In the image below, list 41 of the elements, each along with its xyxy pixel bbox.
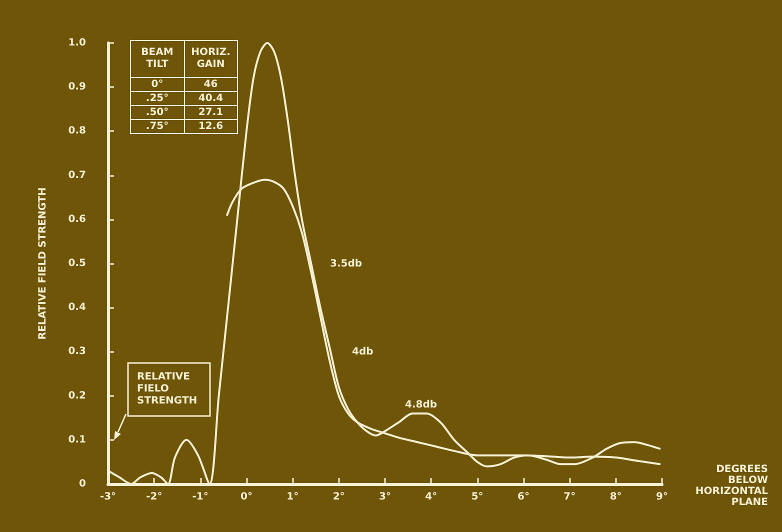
x-tick-label: 5° (471, 492, 484, 502)
x-tick-label: -1° (192, 492, 208, 502)
x-tick-label: 9° (656, 492, 668, 502)
annotation: 40.4 (184, 92, 238, 106)
y-tick-label: 0.9 (68, 82, 86, 93)
line-series (107, 42, 661, 485)
x-tick-label: 3° (379, 492, 391, 502)
annotation: RELATIVE FIELO STRENGTH (137, 372, 198, 406)
y-axis-title: RELATIVE FIELD STRENGTH (38, 187, 48, 340)
annotation: HORIZ. GAIN (184, 40, 238, 78)
annotation: 4.8db (405, 400, 438, 410)
annotation: .75° (130, 120, 184, 134)
y-tick-label: 0.1 (68, 434, 86, 446)
x-tick-label: 7° (564, 492, 576, 502)
annotation: .50° (130, 106, 184, 120)
x-tick-label: 2° (332, 492, 345, 502)
x-tick-label: 8° (610, 492, 622, 502)
annotation: 12.6 (184, 120, 238, 134)
annotation: 4db (352, 346, 374, 358)
x-tick-label: 4° (425, 492, 438, 502)
y-tick-label: 0.4 (68, 302, 86, 314)
x-tick-label: 1° (286, 492, 299, 502)
x-tick-label: 6° (518, 492, 530, 502)
x-tick-label: 0° (240, 492, 252, 502)
y-tick-label: 0.3 (68, 346, 86, 358)
x-tick-label: -2° (146, 492, 162, 502)
x-tick-label: -3° (100, 492, 116, 502)
annotation: 3.5db (330, 258, 362, 270)
annotation: 0° (130, 78, 184, 92)
y-tick-label: 0.7 (68, 170, 86, 181)
y-tick-label: 0.5 (68, 258, 86, 269)
y-tick-label: 0.6 (68, 214, 86, 225)
annotation: 46 (184, 78, 238, 92)
y-tick-label: 0 (79, 478, 86, 490)
annotation: BEAM TILT (130, 40, 184, 78)
x-axis-title: DEGREES BELOW HORIZONTAL PLANE (695, 464, 769, 508)
annotation: .25° (130, 92, 184, 106)
y-tick-label: 0.2 (68, 390, 86, 402)
y-tick-label: 1.0 (68, 38, 86, 48)
annotation: 27.1 (184, 106, 238, 120)
y-tick-label: 0.8 (68, 126, 86, 137)
